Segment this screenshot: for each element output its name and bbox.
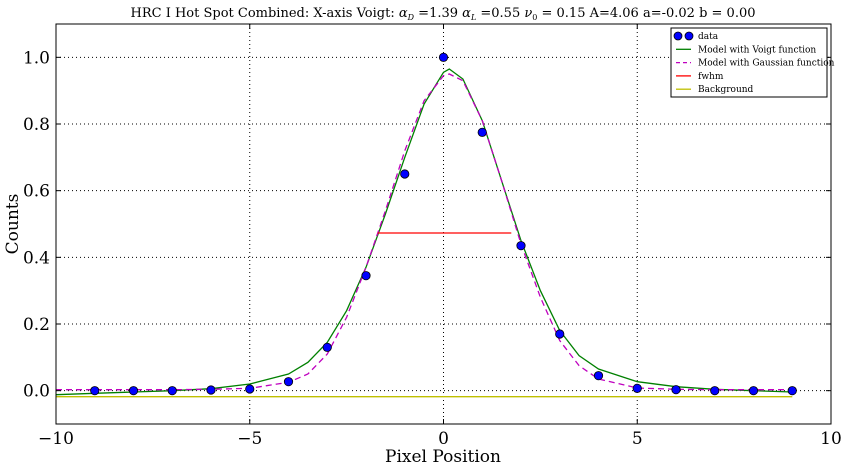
data-point <box>322 342 332 352</box>
data-point <box>632 383 642 393</box>
x-tick-label: −10 <box>38 429 74 449</box>
y-tick-label: 0.8 <box>23 115 50 135</box>
legend-label: data <box>698 32 719 42</box>
data-point <box>361 271 371 281</box>
series-line-model-with-voigt-function <box>55 68 793 396</box>
legend-marker <box>673 31 683 41</box>
legend-marker <box>684 31 694 41</box>
y-tick-label: 0.6 <box>23 182 50 202</box>
legend-label: fwhm <box>698 72 724 82</box>
y-tick-label: 0.4 <box>23 248 50 268</box>
series-line-model-with-gaussian-function <box>56 73 793 391</box>
data-point <box>787 386 797 396</box>
legend-label: Model with Gaussian function <box>698 59 835 69</box>
data-point <box>516 241 526 251</box>
data-point <box>206 385 216 395</box>
data-point <box>438 52 449 62</box>
y-tick-label: 0.2 <box>23 315 50 335</box>
data-point <box>128 386 139 396</box>
data-point <box>90 386 100 396</box>
data-point <box>167 386 177 396</box>
data-point <box>555 329 565 339</box>
legend: data Model with Voigt function Model with … <box>670 27 835 98</box>
x-tick-label: 10 <box>820 429 842 449</box>
data-point <box>477 127 487 137</box>
x-tick-label: 0 <box>438 429 449 449</box>
data-point <box>245 384 255 394</box>
legend-box <box>670 27 828 98</box>
chart-title: HRC I Hot Spot Combined: X-axis Voigt: α… <box>130 6 755 22</box>
data-point <box>593 371 604 381</box>
legend-label: Background <box>698 85 754 95</box>
series-layer <box>55 52 797 398</box>
y-tick-label: 1.0 <box>23 48 50 68</box>
y-tick-label: 0.0 <box>23 382 50 402</box>
x-axis-label: Pixel Position <box>385 447 501 467</box>
x-tick-label: −5 <box>237 429 262 449</box>
data-point <box>748 386 759 396</box>
y-axis-label: Counts <box>3 194 23 255</box>
data-point <box>710 386 720 396</box>
legend-label: Model with Voigt function <box>698 45 816 55</box>
ticks: −10 −5 0 5 10 0.0 0.2 0.4 0.6 0.8 1.0 <box>23 24 842 449</box>
data-point <box>283 377 294 387</box>
x-tick-label: 5 <box>632 429 643 449</box>
data-point <box>400 169 410 179</box>
data-point <box>671 385 681 395</box>
